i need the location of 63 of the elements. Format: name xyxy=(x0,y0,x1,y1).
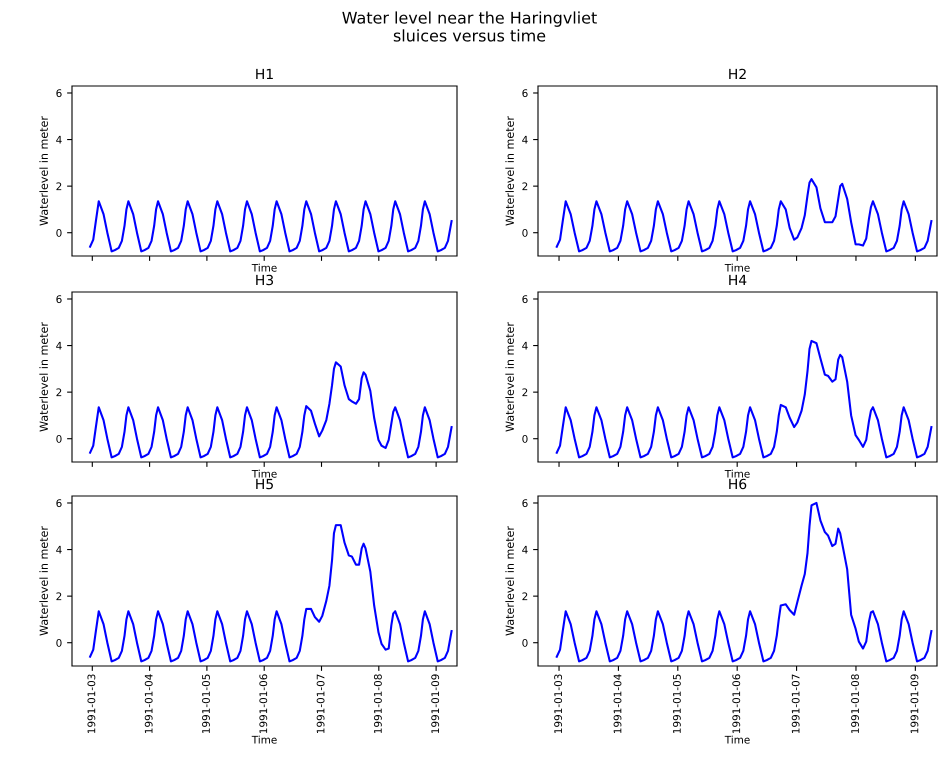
chart-title: H1 xyxy=(256,68,273,80)
line-series xyxy=(556,178,932,252)
y-axis-title: Waterlevel in meter xyxy=(39,526,48,636)
x-tick-label: 1991-01-08 xyxy=(374,674,382,734)
y-tick-label: 4 xyxy=(56,136,62,144)
line-series xyxy=(556,502,932,662)
x-axis-title: Time xyxy=(724,264,750,272)
chart-title: H5 xyxy=(256,478,273,490)
y-tick-label: 2 xyxy=(522,182,528,190)
x-tick-label: 1991-01-06 xyxy=(732,674,740,734)
y-tick-label: 4 xyxy=(522,546,528,554)
x-tick-label: 1991-01-04 xyxy=(144,674,153,734)
y-tick-label: 2 xyxy=(56,182,62,190)
y-tick-label: 0 xyxy=(522,434,528,443)
x-tick-label: 1991-01-08 xyxy=(851,674,859,734)
y-tick-label: 4 xyxy=(56,546,62,554)
y-axis-title: Waterlevel in meter xyxy=(505,116,514,226)
x-tick-label: 1991-01-03 xyxy=(554,674,562,734)
y-tick-label: 6 xyxy=(522,89,528,98)
x-axis-title: Time xyxy=(724,470,750,478)
y-tick-label: 6 xyxy=(56,499,62,508)
x-tick-label: 1991-01-07 xyxy=(792,674,800,734)
y-tick-label: 0 xyxy=(522,228,528,237)
x-axis-title: Time xyxy=(252,736,277,744)
y-tick-label: 4 xyxy=(522,342,528,350)
y-tick-label: 2 xyxy=(56,388,62,396)
y-axis-title: Waterlevel in meter xyxy=(39,322,48,432)
x-tick-label: 1991-01-07 xyxy=(316,674,325,734)
y-axis-title: Waterlevel in meter xyxy=(505,322,514,432)
y-tick-label: 2 xyxy=(56,592,62,600)
line-series xyxy=(89,361,453,458)
y-tick-label: 4 xyxy=(522,136,528,144)
x-tick-label: 1991-01-09 xyxy=(431,674,440,734)
x-axis-title: Time xyxy=(252,470,277,478)
y-tick-label: 0 xyxy=(56,228,62,237)
x-tick-label: 1991-01-04 xyxy=(614,674,622,734)
y-tick-label: 0 xyxy=(522,638,528,647)
y-tick-label: 6 xyxy=(56,89,62,98)
y-tick-label: 6 xyxy=(522,499,528,508)
x-tick-label: 1991-01-03 xyxy=(87,674,96,734)
text: Water level near the Haringvliet sluices versus time xyxy=(342,11,597,42)
line-series xyxy=(89,200,453,252)
y-tick-label: 2 xyxy=(522,388,528,396)
chart-title: H2 xyxy=(729,68,746,80)
line-series xyxy=(89,524,453,662)
x-axis-title: Time xyxy=(724,736,750,744)
chart-title: H3 xyxy=(256,274,274,286)
x-axis-title: Time xyxy=(252,264,277,272)
y-tick-label: 6 xyxy=(522,295,528,304)
y-tick-label: 2 xyxy=(522,592,528,600)
x-tick-label: 1991-01-09 xyxy=(910,674,918,734)
y-tick-label: 0 xyxy=(56,434,62,443)
y-axis-title: Waterlevel in meter xyxy=(39,116,48,226)
line-series xyxy=(556,340,932,458)
x-tick-label: 1991-01-05 xyxy=(202,674,210,734)
y-tick-label: 6 xyxy=(56,295,62,304)
x-tick-label: 1991-01-06 xyxy=(259,674,268,734)
y-tick-label: 4 xyxy=(56,342,62,350)
y-axis-title: Waterlevel in meter xyxy=(505,526,514,636)
chart-title: H6 xyxy=(729,478,746,490)
y-tick-label: 0 xyxy=(56,638,62,647)
chart-title: H4 xyxy=(729,274,746,286)
x-tick-label: 1991-01-05 xyxy=(672,674,681,734)
